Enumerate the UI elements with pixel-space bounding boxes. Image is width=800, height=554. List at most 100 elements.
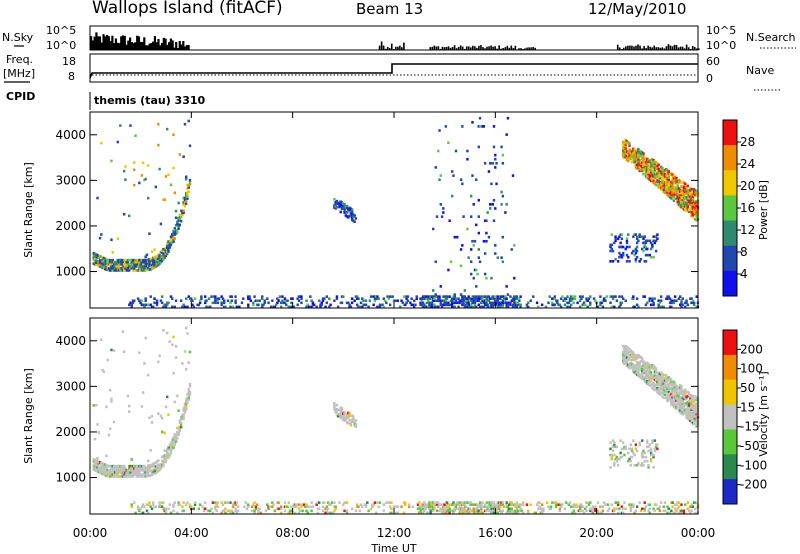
- echo-cell: [513, 299, 516, 303]
- echo-cell: [155, 460, 159, 463]
- echo-cell: [634, 151, 638, 155]
- echo-cell: [649, 179, 653, 183]
- echo-cell: [637, 370, 640, 373]
- echo-cell: [430, 301, 434, 305]
- echo-cell: [473, 511, 477, 515]
- echo-cell: [129, 124, 132, 127]
- echo-cell: [668, 383, 672, 387]
- echo-cell: [673, 188, 677, 191]
- echo-cell: [500, 256, 503, 259]
- nsky-bar: [157, 38, 160, 50]
- nsearch-bar: [447, 46, 450, 50]
- echo-cell: [119, 269, 122, 272]
- echo-cell: [102, 462, 106, 466]
- echo-cell: [164, 250, 168, 254]
- echo-cell: [638, 169, 641, 173]
- echo-cell: [459, 301, 463, 305]
- echo-cell: [171, 343, 174, 347]
- echo-cell: [656, 507, 659, 511]
- echo-cell: [494, 505, 497, 509]
- echo-cell: [249, 299, 252, 303]
- echo-cell: [340, 301, 344, 305]
- echo-cell: [672, 197, 676, 200]
- colorbar-tick-label: -100: [740, 458, 767, 472]
- echo-cell: [345, 412, 349, 416]
- echo-cell: [171, 239, 174, 242]
- echo-cell: [643, 167, 646, 171]
- nsearch-bar: [492, 46, 494, 50]
- echo-cell: [367, 509, 370, 513]
- echo-cell: [644, 376, 648, 380]
- echo-cell: [690, 198, 693, 201]
- echo-cell: [378, 305, 382, 309]
- echo-cell: [491, 305, 494, 309]
- echo-cell: [286, 505, 289, 509]
- echo-cell: [428, 303, 431, 307]
- echo-cell: [615, 455, 619, 459]
- echo-cell: [691, 415, 695, 419]
- echo-cell: [694, 413, 697, 417]
- echo-cell: [442, 295, 445, 298]
- echo-cell: [166, 244, 169, 248]
- echo-cell: [466, 149, 469, 153]
- echo-cell: [321, 501, 325, 504]
- nsky-bar: [183, 46, 187, 50]
- echo-cell: [174, 230, 178, 233]
- echo-cell: [459, 505, 463, 509]
- echo-cell: [639, 160, 643, 163]
- nsearch-bar: [388, 47, 391, 50]
- echo-cell: [549, 505, 553, 509]
- echo-cell: [273, 305, 277, 309]
- echo-cell: [481, 301, 484, 305]
- echo-cell: [663, 175, 667, 178]
- echo-cell: [200, 295, 203, 298]
- echo-cell: [214, 295, 217, 298]
- echo-cell: [143, 505, 146, 509]
- echo-cell: [676, 196, 679, 199]
- echo-cell: [416, 503, 420, 506]
- echo-cell: [634, 353, 638, 357]
- echo-cell: [152, 501, 155, 504]
- echo-cell: [687, 208, 691, 211]
- echo-cell: [464, 303, 468, 307]
- echo-cell: [491, 295, 494, 298]
- echo-cell: [628, 144, 631, 147]
- echo-cell: [143, 264, 146, 268]
- echo-cell: [629, 507, 632, 511]
- echo-cell: [689, 199, 692, 202]
- echo-cell: [106, 262, 109, 266]
- echo-cell: [673, 175, 677, 179]
- echo-cell: [461, 295, 464, 298]
- echo-cell: [263, 301, 266, 305]
- echo-cell: [684, 409, 687, 412]
- echo-cell: [443, 509, 446, 513]
- echo-cell: [613, 241, 616, 245]
- echo-cell: [648, 365, 651, 369]
- echo-cell: [453, 301, 456, 305]
- nsky-bar: [173, 47, 176, 50]
- echo-cell: [668, 391, 672, 395]
- echo-cell: [668, 191, 672, 195]
- echo-cell: [162, 501, 165, 504]
- echo-cell: [133, 269, 136, 272]
- echo-cell: [467, 507, 470, 511]
- echo-cell: [647, 466, 650, 469]
- echo-cell: [464, 299, 468, 303]
- echo-cell: [438, 297, 441, 300]
- echo-cell: [615, 445, 619, 449]
- echo-cell: [695, 217, 698, 220]
- echo-cell: [670, 390, 673, 394]
- echo-cell: [183, 404, 187, 408]
- echo-cell: [280, 305, 283, 309]
- echo-cell: [609, 453, 612, 457]
- echo-cell: [685, 204, 688, 207]
- time-xlabel: Time UT: [370, 542, 416, 554]
- echo-cell: [376, 305, 379, 309]
- echo-cell: [152, 470, 155, 474]
- echo-cell: [627, 151, 630, 154]
- echo-cell: [594, 505, 597, 509]
- echo-cell: [97, 462, 100, 466]
- echo-cell: [641, 377, 644, 381]
- echo-cell: [647, 377, 650, 380]
